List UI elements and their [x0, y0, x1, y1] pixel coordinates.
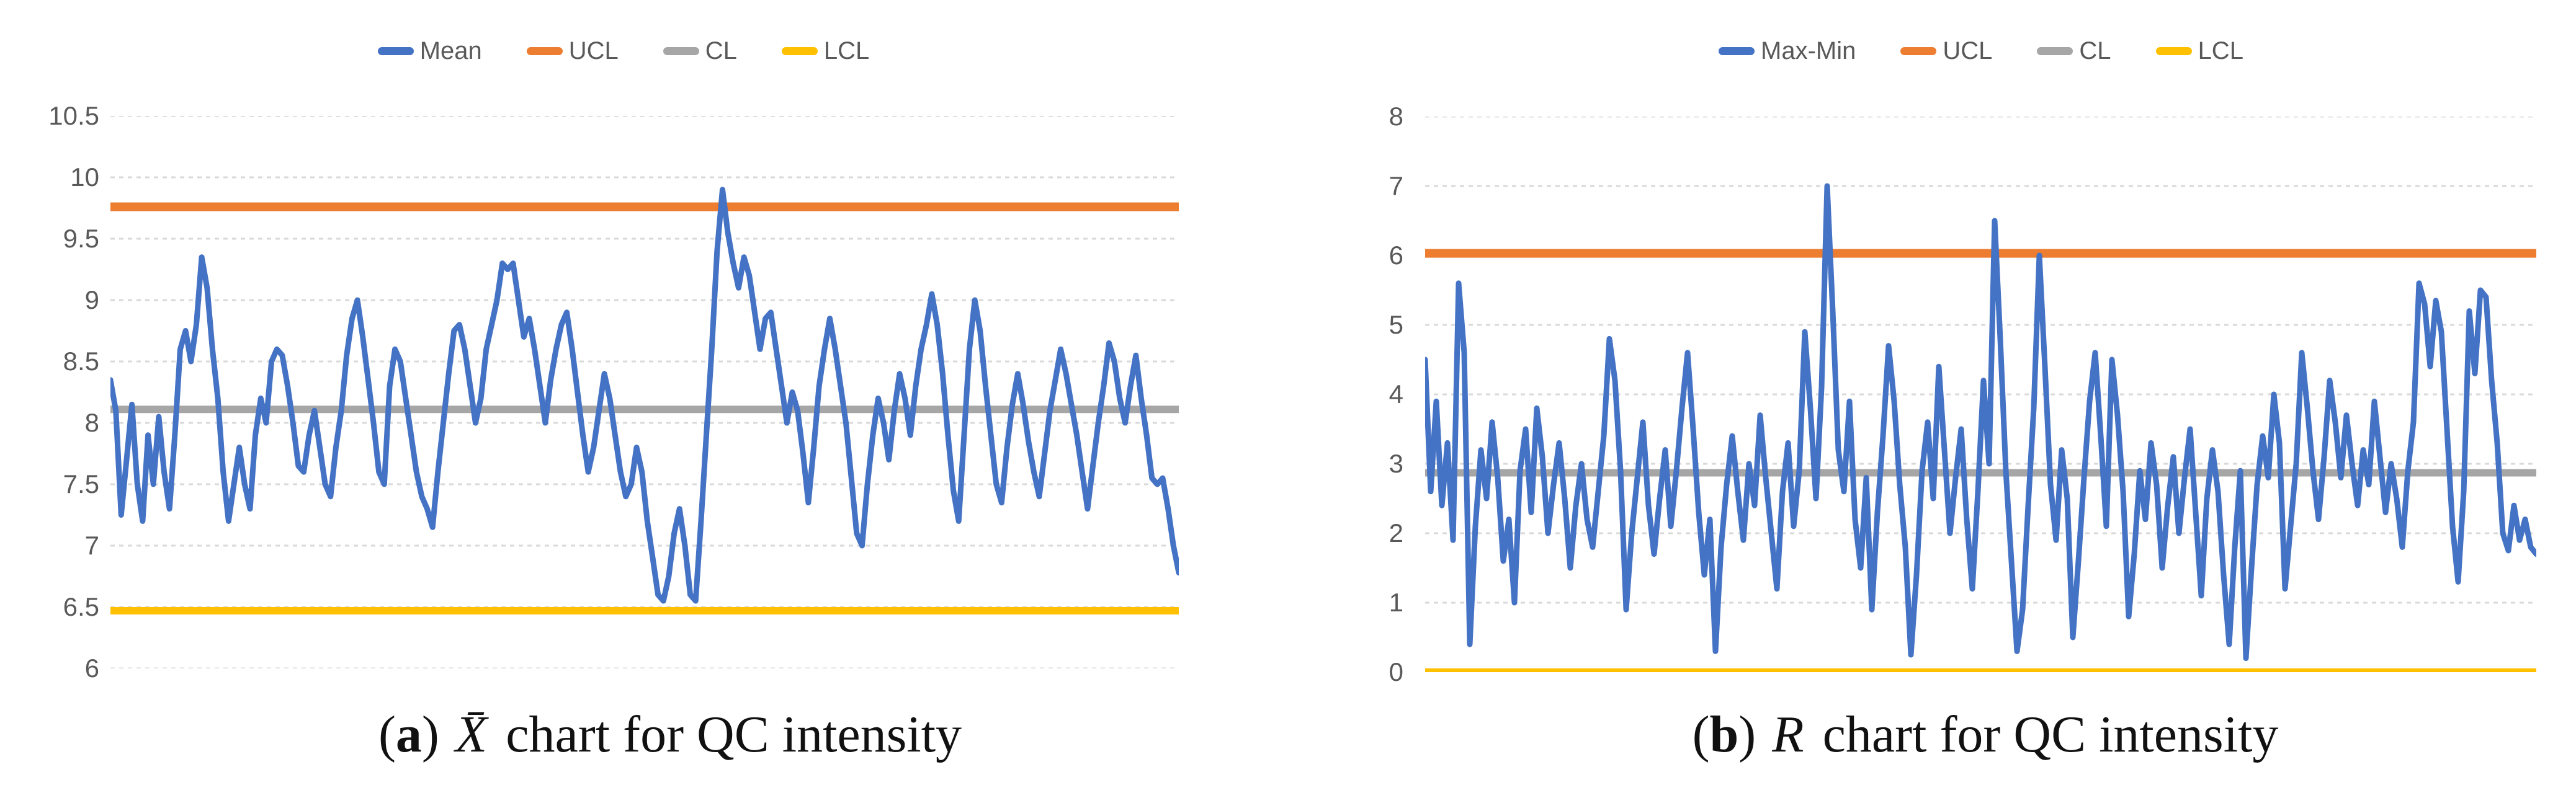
y-tick-label: 7	[84, 531, 99, 560]
r-legend: Max-Min UCL CL LCL	[1547, 31, 2415, 71]
legend-item-mean: Mean	[377, 37, 482, 65]
xbar-plot-area	[110, 116, 1179, 668]
caption-b-close: )	[1738, 706, 1756, 763]
caption-a-close: )	[421, 706, 439, 763]
caption-a: (a) X̄ chart for QC intensity	[112, 701, 1228, 769]
caption-a-open: (	[378, 706, 396, 763]
caption-a-letter: a	[395, 706, 422, 763]
y-tick-label: 7	[1389, 171, 1403, 200]
y-tick-label: 9	[84, 285, 99, 314]
y-tick-label: 2	[1389, 518, 1403, 548]
y-tick-label: 10.5	[48, 101, 99, 130]
y-tick-label: 6	[84, 654, 99, 683]
y-tick-label: 6.5	[63, 592, 99, 621]
legend-swatch-icon	[377, 47, 414, 55]
y-tick-label: 8	[1389, 102, 1403, 131]
caption-b-letter: b	[1709, 706, 1739, 763]
legend-swatch-icon	[663, 47, 699, 55]
legend-item-cl: CL	[2037, 37, 2111, 65]
legend-label: Max-Min	[1761, 37, 1856, 64]
legend-item-ucl: UCL	[1900, 37, 1992, 65]
caption-b-symbol: R	[1772, 706, 1804, 763]
y-tick-label: 10	[70, 162, 99, 192]
legend-label: UCL	[568, 37, 619, 64]
series-max-min-line	[1425, 183, 2536, 662]
y-tick-label: 9.5	[63, 224, 99, 253]
legend-swatch-icon	[2155, 47, 2192, 55]
legend-item-ucl: UCL	[526, 37, 619, 65]
caption-a-symbol: X̄	[455, 706, 488, 763]
legend-item-lcl: LCL	[781, 37, 870, 65]
legend-item-max-min: Max-Min	[1719, 37, 1856, 65]
y-tick-label: 8.5	[63, 347, 99, 376]
legend-swatch-icon	[526, 47, 563, 55]
y-tick-label: 7.5	[63, 469, 99, 499]
y-tick-label: 5	[1389, 310, 1403, 339]
y-tick-label: 3	[1389, 449, 1403, 478]
legend-label: LCL	[2198, 37, 2243, 64]
xbar-legend: Mean UCL CL LCL	[189, 31, 1058, 71]
r-plot-area	[1425, 117, 2536, 672]
legend-label: Mean	[419, 37, 482, 64]
caption-a-text: chart for QC intensity	[506, 706, 962, 763]
legend-item-lcl: LCL	[2155, 37, 2243, 65]
series-mean-line	[110, 187, 1179, 604]
y-tick-label: 8	[84, 408, 99, 437]
caption-b-open: (	[1692, 706, 1710, 763]
y-tick-label: 0	[1389, 657, 1403, 686]
legend-swatch-icon	[781, 47, 818, 55]
legend-label: LCL	[823, 37, 870, 64]
legend-label: UCL	[1943, 37, 1993, 64]
y-tick-label: 1	[1389, 588, 1403, 617]
legend-swatch-icon	[2037, 47, 2073, 55]
legend-label: CL	[2079, 37, 2111, 64]
legend-swatch-icon	[1719, 47, 1755, 55]
legend-swatch-icon	[1900, 47, 1937, 55]
y-tick-label: 4	[1389, 379, 1403, 409]
y-tick-label: 6	[1389, 241, 1403, 270]
legend-item-cl: CL	[663, 37, 737, 65]
legend-label: CL	[705, 37, 737, 64]
caption-b-text: chart for QC intensity	[1822, 706, 2279, 763]
